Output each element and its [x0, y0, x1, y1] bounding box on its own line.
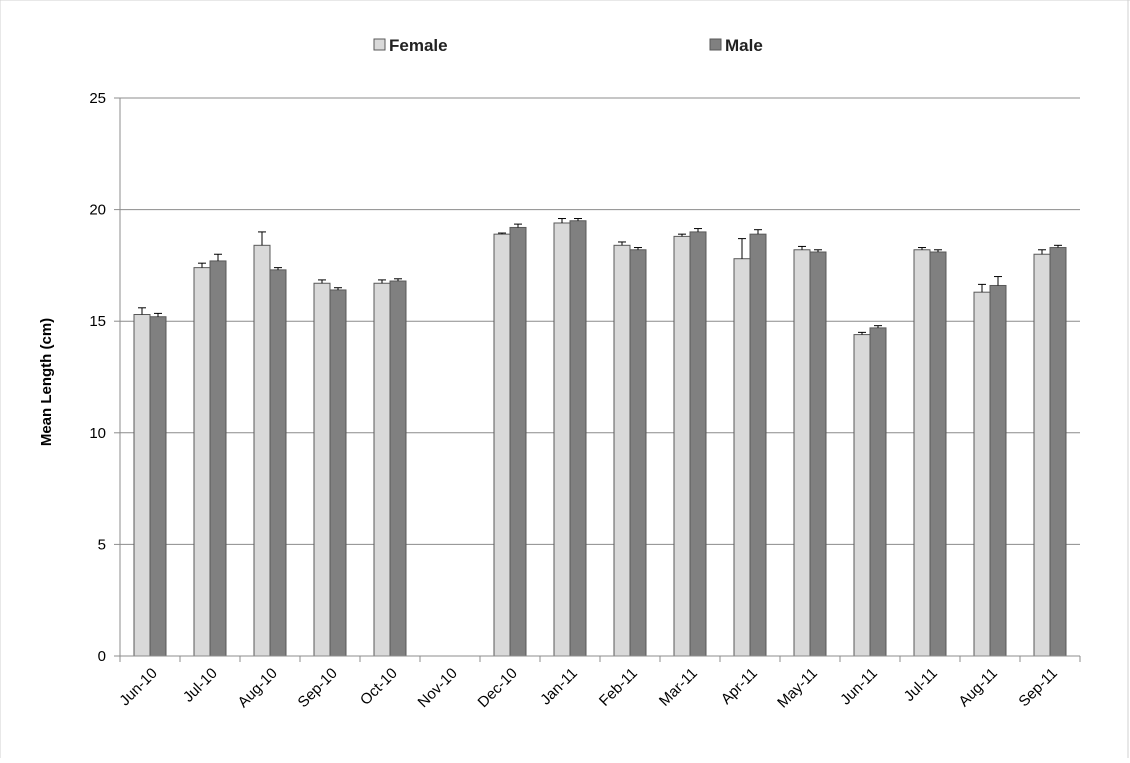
- bar-female: [193, 267, 211, 657]
- bar-female: [373, 282, 391, 657]
- bar-female: [793, 249, 811, 657]
- error-bars: [138, 218, 1062, 335]
- bar-male: [1049, 247, 1067, 657]
- bar-female: [1033, 253, 1051, 657]
- bar-male: [209, 260, 227, 657]
- bar-female: [853, 334, 871, 657]
- bar-male: [569, 220, 587, 657]
- legend-label-female: Female: [389, 36, 448, 55]
- legend: Female Male: [373, 36, 763, 55]
- bar-male: [149, 316, 167, 657]
- bar-female: [673, 235, 691, 657]
- y-tick-label: 10: [89, 425, 106, 442]
- y-tick-label: 15: [89, 313, 106, 330]
- legend-swatch-female: [373, 38, 386, 51]
- bar-female: [493, 233, 511, 657]
- legend-label-male: Male: [725, 36, 763, 55]
- bar-male: [989, 284, 1007, 657]
- bar-female: [313, 282, 331, 657]
- bar-male: [929, 251, 947, 657]
- bar-female: [613, 244, 631, 657]
- legend-swatch-male: [709, 38, 722, 51]
- bar-female: [553, 222, 571, 657]
- bar-male: [329, 289, 347, 657]
- bar-female: [973, 291, 991, 657]
- y-tick-label: 25: [89, 90, 106, 107]
- bar-female: [253, 244, 271, 657]
- bar-male: [629, 249, 647, 657]
- bar-male: [389, 280, 407, 657]
- y-tick-label: 0: [98, 648, 106, 665]
- bar-female: [733, 258, 751, 657]
- y-tick-label: 20: [89, 202, 106, 219]
- y-tick-label: 5: [98, 536, 106, 553]
- y-axis-title: Mean Length (cm): [38, 318, 55, 446]
- bar-male: [269, 269, 287, 657]
- bar-female: [133, 314, 151, 657]
- bar-female: [913, 249, 931, 657]
- bar-male: [509, 226, 527, 657]
- bar-male: [869, 327, 887, 657]
- bar-male: [809, 251, 827, 657]
- bar-male: [749, 233, 767, 657]
- bars: [133, 220, 1067, 657]
- bar-male: [689, 231, 707, 657]
